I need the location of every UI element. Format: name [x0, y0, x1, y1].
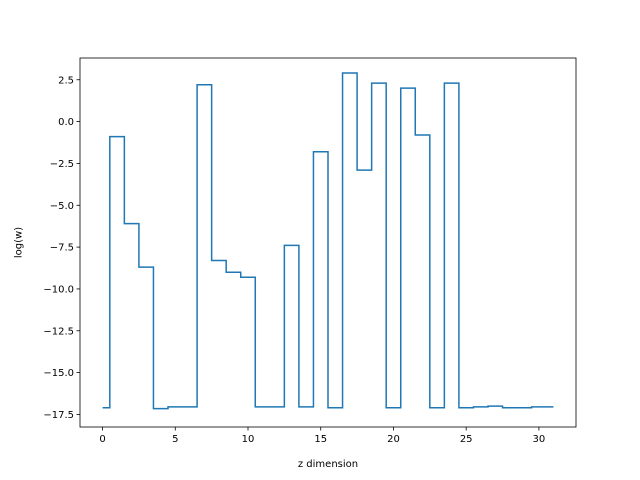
series-line-0 — [102, 72, 554, 410]
axes: 0 5 10 15 20 25 30 −17.5 −15.0 −12.5 −10.0 −7.5 −5.0… — [43, 57, 577, 445]
y-tick-label: 0.0 — [58, 117, 74, 128]
y-tick-label: −15.0 — [43, 368, 74, 379]
x-axis-label: z dimension — [298, 459, 358, 470]
y-axis-label: log(w) — [14, 227, 25, 258]
x-tick-label: 15 — [314, 434, 327, 445]
y-tick-label: 2.5 — [58, 75, 74, 86]
y-tick-label: −12.5 — [43, 326, 74, 337]
plot-area — [102, 72, 554, 410]
x-tick-label: 30 — [533, 434, 546, 445]
x-tick-label: 0 — [99, 434, 105, 445]
y-tick-label: −5.0 — [50, 201, 74, 212]
y-tick-label: −17.5 — [43, 410, 74, 421]
y-tick-label: −7.5 — [50, 243, 74, 254]
axes-frame — [79, 57, 577, 428]
x-tick-label: 25 — [460, 434, 473, 445]
y-tick-label: −10.0 — [43, 284, 74, 295]
x-tick-label: 10 — [242, 434, 255, 445]
x-tick-label: 20 — [387, 434, 400, 445]
x-tick-label: 5 — [172, 434, 178, 445]
y-tick-label: −2.5 — [50, 159, 74, 170]
